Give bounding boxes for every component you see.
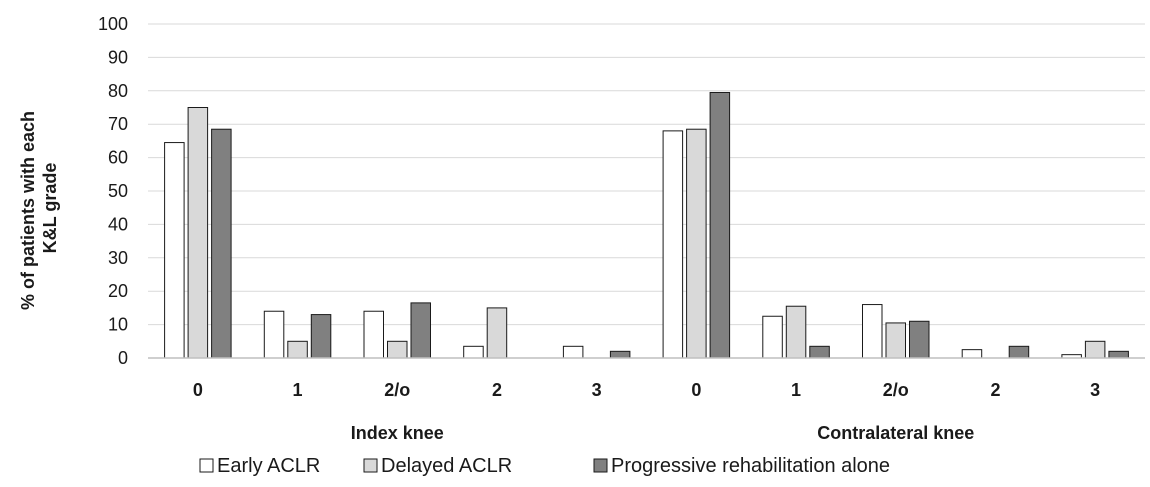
bar (387, 340, 408, 359)
legend-label: Delayed ACLR (381, 455, 512, 477)
x-category-label: 0 (193, 380, 203, 400)
y-tick-label: 40 (108, 214, 128, 234)
legend-swatch (593, 458, 608, 473)
bar (263, 310, 285, 359)
bar (486, 307, 508, 359)
y-tick-label: 80 (108, 81, 128, 101)
bar (809, 345, 830, 359)
legend-label: Early ACLR (217, 455, 320, 477)
bar (885, 322, 906, 359)
bar (1008, 345, 1030, 359)
bar (164, 142, 185, 359)
bar (211, 128, 232, 359)
bar (662, 130, 684, 359)
y-axis-title-line-2: K&L grade (40, 163, 60, 254)
bar (862, 304, 883, 359)
x-category-label: 3 (592, 380, 602, 400)
y-tick-label: 30 (108, 248, 128, 268)
y-axis-title: % of patients with each K&L grade (18, 106, 60, 310)
x-category-label: 2 (990, 380, 1000, 400)
bar (463, 345, 484, 359)
x-category-labels: 0 1 2/o 2 3 0 1 2/o 2 3 (193, 380, 1100, 400)
bar (410, 302, 431, 359)
group-labels: Index knee Contralateral knee (351, 423, 975, 443)
y-tick-labels: 0 10 20 30 40 50 60 70 80 90 100 (98, 14, 128, 368)
x-category-label: 2 (492, 380, 502, 400)
bar (187, 107, 209, 359)
bar (709, 91, 731, 359)
y-tick-label: 50 (108, 181, 128, 201)
bar (785, 305, 807, 359)
bar (686, 128, 707, 359)
bar (961, 349, 983, 359)
gridlines (148, 23, 1145, 326)
bar (762, 315, 783, 359)
y-tick-label: 90 (108, 47, 128, 67)
y-axis-title-line-1: % of patients with each (18, 111, 38, 310)
bar (363, 310, 384, 359)
y-tick-label: 100 (98, 14, 128, 34)
legend-swatch (199, 458, 214, 473)
legend-label: Progressive rehabilitation alone (611, 455, 890, 477)
y-tick-label: 10 (108, 315, 128, 335)
group-label: Contralateral knee (817, 423, 974, 443)
bar (909, 320, 930, 359)
bar (562, 345, 584, 359)
group-label: Index knee (351, 423, 444, 443)
bar (1108, 350, 1129, 359)
x-category-label: 2/o (384, 380, 410, 400)
legend-swatch (363, 458, 378, 473)
bar (1084, 340, 1106, 359)
bar (287, 340, 308, 359)
x-category-label: 3 (1090, 380, 1100, 400)
y-tick-label: 0 (118, 348, 128, 368)
x-category-label: 2/o (883, 380, 909, 400)
y-tick-label: 70 (108, 114, 128, 134)
x-category-label: 0 (691, 380, 701, 400)
x-category-label: 1 (293, 380, 303, 400)
y-tick-label: 60 (108, 148, 128, 168)
legend: Early ACLR Delayed ACLR Progressive rehabi… (199, 455, 890, 477)
bar (310, 314, 332, 359)
y-tick-label: 20 (108, 281, 128, 301)
bars (164, 91, 1129, 359)
x-category-label: 1 (791, 380, 801, 400)
bar (609, 350, 631, 359)
